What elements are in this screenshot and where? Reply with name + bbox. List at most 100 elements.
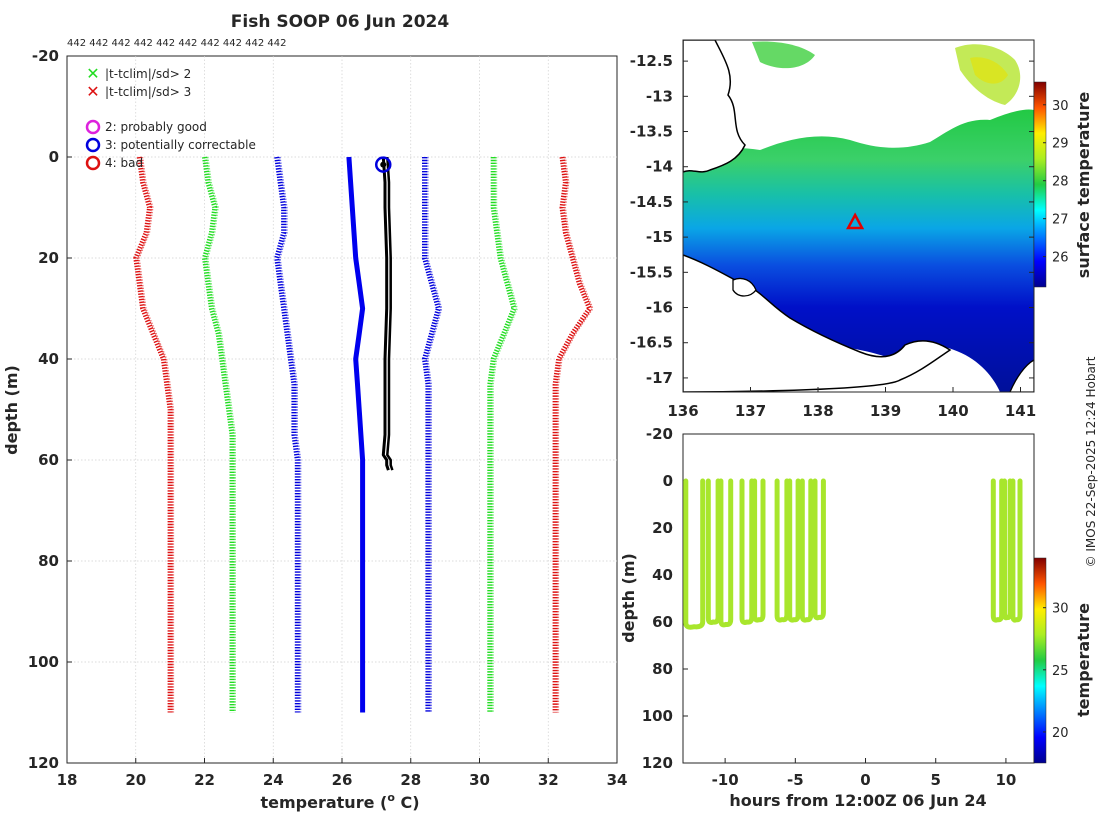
cast-trace xyxy=(787,478,801,623)
cast-y-label: depth (m) xyxy=(619,553,638,643)
profile-legend: ✕ |t-tclim|/sd> 2 ✕ |t-tclim|/sd> 3 2: p… xyxy=(85,64,256,171)
map-x-tick-label: 140 xyxy=(937,402,968,420)
profile-observed-line xyxy=(381,156,390,471)
profile-qc-marker-dot xyxy=(380,161,387,168)
profile-x-ticks: 18 20 22 24 26 28 30 32 34 xyxy=(57,758,627,789)
profile-series-clim-1sd xyxy=(274,156,300,713)
profile-x-tick-label: 26 xyxy=(332,771,353,789)
profile-series-clim-1sd xyxy=(421,157,441,713)
profile-series-clim-3sd xyxy=(552,156,593,713)
profile-series-shadow xyxy=(557,156,594,713)
cast-series xyxy=(683,478,1023,630)
profile-y-tick-label: 80 xyxy=(38,552,59,570)
cast-trace xyxy=(1010,478,1023,623)
cast-colorbar-label: temperature xyxy=(1074,603,1093,717)
cast-trace xyxy=(799,478,814,623)
cast-y-tick-label: -20 xyxy=(646,425,673,443)
legend-qc2: 2: probably good xyxy=(105,120,207,134)
map-land-se xyxy=(1009,359,1034,392)
map-y-ticks: -12.5 -13 -13.5 -14 -14.5 -15 -15.5 -16 -16.5 -17 xyxy=(630,52,1034,387)
cast-colorbar-ticks: 20 25 30 xyxy=(1043,602,1069,741)
map-x-tick-label: 138 xyxy=(802,402,833,420)
legend-qc3: 3: potentially correctable xyxy=(105,138,256,152)
profile-observed-line-upcast xyxy=(386,156,394,471)
map-y-tick-label: -12.5 xyxy=(630,52,673,70)
profile-x-tick-label: 30 xyxy=(469,771,490,789)
profile-x-tick-label: 22 xyxy=(194,771,215,789)
map-x-tick-label: 139 xyxy=(870,402,901,420)
map-x-ticks: 136 137 138 139 140 141 xyxy=(667,387,1036,420)
legend-flag-sd2: |t-tclim|/sd> 2 xyxy=(105,67,191,81)
cast-panel: -10 -5 0 5 10 -20 0 20 40 60 80 100 120 hours from … xyxy=(619,425,1093,810)
profile-grid xyxy=(67,56,617,763)
cast-trace xyxy=(705,478,721,625)
cast-y-tick-label: 60 xyxy=(652,613,673,631)
profile-series-clim-2sd xyxy=(201,156,235,713)
cast-colorbar-tick-label: 25 xyxy=(1052,664,1069,679)
profile-series-shadow xyxy=(426,157,443,713)
map-colorbar-tick-label: 28 xyxy=(1052,175,1069,190)
profile-y-tick-label: 40 xyxy=(38,350,59,368)
profile-x-tick-label: 18 xyxy=(57,771,78,789)
map-warm-core xyxy=(970,57,1008,84)
figure-title: Fish SOOP 06 Jun 2024 xyxy=(231,12,450,32)
profile-y-tick-label: 100 xyxy=(28,653,59,671)
legend-circle-magenta xyxy=(85,119,101,135)
profile-series-shadow xyxy=(206,156,236,713)
profile-x-label: temperature (o C) xyxy=(260,791,419,812)
cast-trace xyxy=(774,478,790,623)
map-y-tick-label: -15.5 xyxy=(630,263,673,281)
legend-qc4: 4: bad xyxy=(105,156,143,170)
profile-y-ticks: -20 0 20 40 60 80 100 120 xyxy=(28,47,72,772)
map-colorbar xyxy=(1033,81,1047,288)
cast-x-tick-label: 0 xyxy=(860,771,870,789)
map-land-nw xyxy=(683,40,746,173)
profile-x-tick-label: 28 xyxy=(400,771,421,789)
legend-x-red: ✕ xyxy=(86,82,99,101)
profile-y-tick-label: 0 xyxy=(49,148,59,166)
map-x-tick-label: 136 xyxy=(667,402,698,420)
map-y-tick-label: -13 xyxy=(646,87,673,105)
cast-y-tick-label: 0 xyxy=(663,472,673,490)
profile-y-tick-label: 60 xyxy=(38,451,59,469)
map-colorbar-tick-label: 29 xyxy=(1052,137,1069,152)
map-y-tick-label: -16.5 xyxy=(630,334,673,352)
map-green-patch xyxy=(752,41,815,69)
legend-circle-blue xyxy=(85,137,101,153)
profile-x-tick-label: 32 xyxy=(538,771,559,789)
profile-y-tick-label: 120 xyxy=(28,754,59,772)
map-colorbar-tick-label: 26 xyxy=(1052,251,1069,266)
cast-trace xyxy=(752,478,766,623)
map-profile-marker xyxy=(846,212,865,230)
cast-trace xyxy=(990,478,1005,623)
map-x-tick-label: 141 xyxy=(1005,402,1036,420)
profile-series-climatology-mean xyxy=(346,156,366,713)
cast-x-ticks: -10 -5 0 5 10 xyxy=(712,758,1016,789)
cast-x-tick-label: 10 xyxy=(995,771,1016,789)
map-y-tick-label: -13.5 xyxy=(630,123,673,141)
profile-series-shadow xyxy=(278,156,302,713)
cast-x-label: hours from 12:00Z 06 Jun 24 xyxy=(729,791,986,810)
map-land-peninsula xyxy=(732,277,757,297)
cast-x-tick-label: -5 xyxy=(787,771,804,789)
cast-y-tick-label: 40 xyxy=(652,566,673,584)
platform-id-row: 442 442 442 442 442 442 442 442 442 442 xyxy=(67,38,286,49)
map-y-tick-label: -15 xyxy=(646,228,673,246)
profile-qc-marker xyxy=(375,156,392,173)
profile-y-tick-label: 20 xyxy=(38,249,59,267)
cast-colorbar-tick-label: 20 xyxy=(1052,726,1069,741)
profile-panel: 18 20 22 24 26 28 30 32 34 -20 0 20 40 60 80 100 120 te… xyxy=(2,47,627,812)
cast-y-ticks: -20 0 20 40 60 80 100 120 xyxy=(642,425,688,772)
profile-y-label: depth (m) xyxy=(2,365,21,455)
cast-y-tick-label: 80 xyxy=(652,660,673,678)
map-colorbar-ticks: 26 27 28 29 30 xyxy=(1043,99,1069,266)
cast-axes xyxy=(682,433,1035,764)
cast-trace xyxy=(683,478,706,630)
cast-trace xyxy=(1002,478,1013,621)
cast-y-tick-label: 20 xyxy=(652,519,673,537)
cast-colorbar xyxy=(1033,557,1047,764)
legend-x-green: ✕ xyxy=(86,64,99,83)
map-colorbar-tick-label: 27 xyxy=(1052,213,1069,228)
cast-x-tick-label: -10 xyxy=(712,771,739,789)
profile-series xyxy=(133,156,594,713)
